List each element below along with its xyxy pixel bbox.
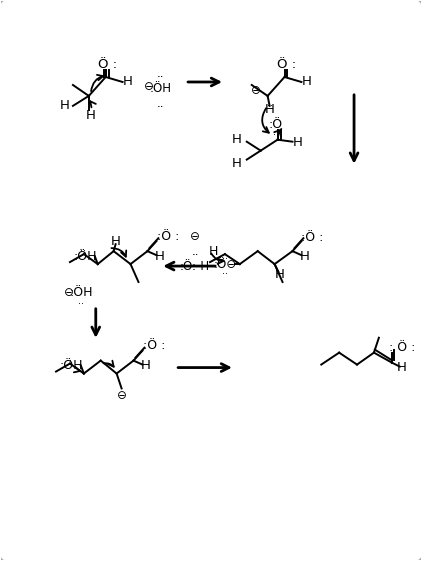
Text: ..: ..	[78, 296, 84, 306]
Text: H: H	[111, 234, 121, 248]
Text: ..: ..	[222, 251, 228, 261]
Text: H: H	[292, 136, 303, 149]
Text: H: H	[141, 359, 150, 372]
Text: ⊖
..
:Ö:-H: ⊖ .. :Ö:-H	[180, 229, 210, 273]
Text: :ÖH: :ÖH	[59, 359, 83, 372]
Text: :Ö⊖: :Ö⊖	[214, 257, 236, 270]
Text: Ö :: Ö :	[277, 58, 296, 71]
Text: ..: ..	[222, 266, 228, 276]
Text: H: H	[300, 250, 309, 263]
Text: ⊖: ⊖	[251, 85, 261, 98]
Text: H: H	[232, 157, 242, 170]
Text: :Ö :: :Ö :	[157, 229, 179, 243]
Text: ⊖: ⊖	[143, 80, 153, 94]
Text: ..: ..	[273, 127, 279, 137]
Text: H: H	[208, 245, 218, 257]
Text: :Ö: :Ö	[268, 118, 283, 131]
Text: Ö :: Ö :	[98, 58, 117, 71]
Text: ..: ..	[66, 353, 72, 362]
Text: : Ö :: : Ö :	[389, 341, 415, 354]
Text: H: H	[397, 361, 407, 374]
Text: :ÖH: :ÖH	[69, 287, 92, 300]
Text: H: H	[60, 99, 70, 112]
Text: H: H	[86, 109, 96, 122]
Text: H: H	[265, 103, 275, 116]
Text: ..: ..	[80, 243, 86, 253]
Text: :Ö :: :Ö :	[143, 339, 165, 352]
Text: :ÖH: :ÖH	[73, 250, 97, 263]
Text: ..: ..	[267, 98, 273, 108]
Text: H: H	[123, 76, 133, 89]
Text: H: H	[275, 268, 284, 280]
Text: H: H	[154, 250, 164, 263]
Text: ⊖: ⊖	[116, 389, 127, 402]
Text: ..
:ÖH
..: .. :ÖH ..	[149, 67, 171, 111]
Text: :Ö :: :Ö :	[301, 231, 324, 243]
Text: H: H	[232, 133, 242, 146]
Text: H: H	[301, 76, 311, 89]
Text: ⊖: ⊖	[64, 287, 74, 300]
